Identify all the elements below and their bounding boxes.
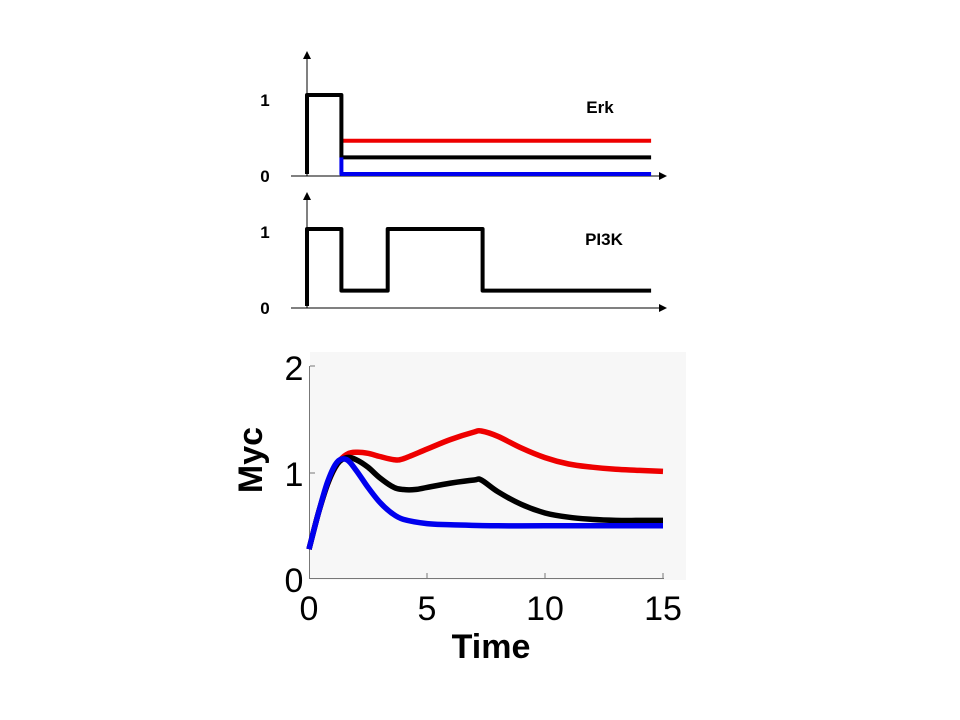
myc-y-tick-2: 2 bbox=[285, 350, 304, 388]
myc-y-tick-0: 0 bbox=[285, 562, 304, 600]
myc-plot-background bbox=[310, 352, 686, 580]
myc-panel: 2 1 0 0 5 10 15 Time Myc bbox=[232, 350, 686, 666]
erk-panel-label: Erk bbox=[586, 98, 614, 117]
myc-y-tick-1: 1 bbox=[285, 456, 304, 494]
myc-x-tick-0: 0 bbox=[300, 590, 319, 628]
erk-series-group bbox=[305, 93, 652, 176]
erk-series-black bbox=[305, 93, 652, 174]
myc-x-tick-10: 10 bbox=[526, 590, 564, 628]
myc-x-tick-5: 5 bbox=[418, 590, 437, 628]
myc-y-axis-title: Myc bbox=[232, 427, 270, 493]
pi3k-series-black bbox=[305, 227, 652, 306]
erk-series-blue bbox=[339, 157, 652, 176]
pi3k-y-tick-1: 1 bbox=[260, 223, 269, 242]
myc-x-tick-15: 15 bbox=[644, 590, 682, 628]
erk-y-tick-1: 1 bbox=[260, 91, 269, 110]
erk-y-tick-0: 0 bbox=[260, 167, 269, 186]
pi3k-panel: 1 0 PI3K bbox=[260, 192, 667, 318]
erk-panel: 1 0 Erk bbox=[260, 51, 667, 186]
pi3k-y-tick-0: 0 bbox=[260, 299, 269, 318]
pi3k-panel-label: PI3K bbox=[585, 230, 624, 249]
myc-series-group bbox=[306, 427, 664, 550]
myc-series-blue bbox=[306, 456, 663, 550]
myc-x-axis-title: Time bbox=[452, 628, 531, 666]
pi3k-series-group bbox=[305, 227, 652, 306]
